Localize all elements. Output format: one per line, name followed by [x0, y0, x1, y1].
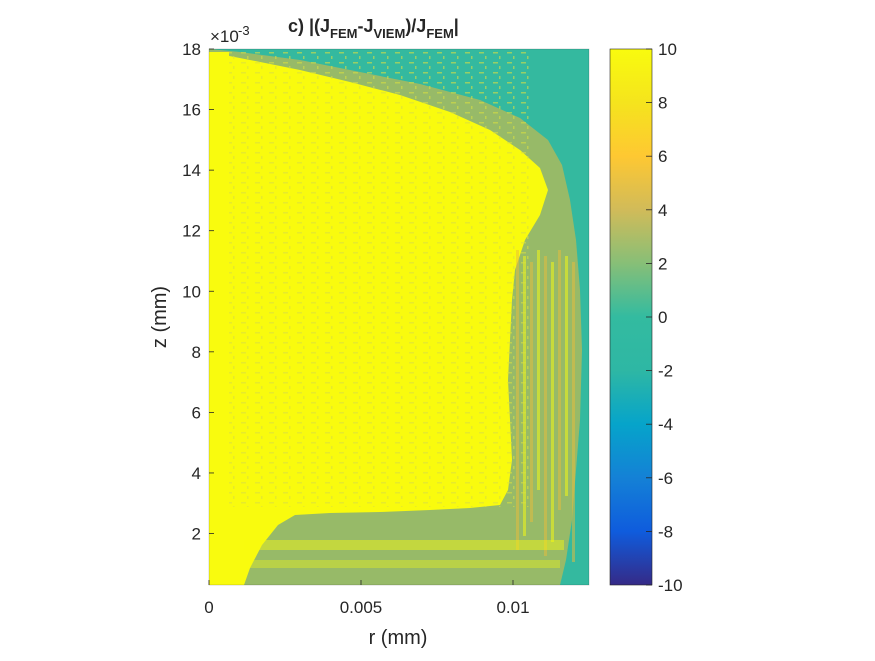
heatmap-field [209, 49, 589, 585]
y-tick-label: 18 [182, 40, 201, 59]
colorbar-tick-label: 0 [658, 308, 667, 327]
x-tick-label: 0.01 [496, 598, 529, 617]
heatmap-ripple [551, 262, 554, 542]
colorbar-tick-label: 6 [658, 147, 667, 166]
x-tick-label: 0.005 [340, 598, 383, 617]
heatmap-ripple [565, 256, 568, 496]
y-exponent-label: ×10 [210, 27, 239, 46]
colorbar-tick-label: 4 [658, 201, 667, 220]
y-axis-label: z (mm) [149, 286, 171, 348]
colorbar-tick-label: -6 [658, 469, 673, 488]
y-axis: 2 4 6 8 10 12 14 16 18 [182, 40, 214, 544]
y-tick-label: 16 [182, 101, 201, 120]
heatmap-lower-band [244, 540, 564, 550]
y-tick-label: 6 [192, 403, 201, 422]
colorbar-tick-label: 10 [658, 40, 677, 59]
y-tick-label: 8 [192, 343, 201, 362]
heatmap-ripple [544, 256, 547, 556]
colorbar-tick-label: 8 [658, 94, 667, 113]
heatmap-ripple [537, 250, 540, 490]
chart-title: c) |(JFEM-JVIEM)/JFEM| [288, 16, 459, 41]
heatmap-lower-band [250, 560, 560, 568]
colorbar-tick-label: -10 [658, 576, 683, 595]
colorbar-tick-label: -4 [658, 415, 673, 434]
heatmap-ripple [558, 250, 561, 510]
colorbar [609, 48, 653, 586]
y-tick-label: 14 [182, 161, 201, 180]
plot-frame [208, 48, 590, 586]
heatmap-left-strip [209, 52, 229, 585]
colorbar-tick-label: -8 [658, 522, 673, 541]
y-tick-label: 4 [192, 464, 201, 483]
y-tick-label: 10 [182, 282, 201, 301]
y-tick-label: 2 [192, 525, 201, 544]
x-axis: 0 0.005 0.01 [204, 580, 530, 617]
heatmap-texture [209, 52, 529, 507]
x-axis-label: r (mm) [369, 627, 428, 649]
x-tick-label: 0 [204, 598, 213, 617]
heatmap-ripple [530, 262, 533, 522]
y-tick-label: 12 [182, 222, 201, 241]
y-exponent-power: -3 [238, 23, 250, 38]
colorbar-ticks: 10 8 6 4 2 0 -2 -4 -6 -8 -10 [646, 40, 683, 595]
colorbar-tick-label: -2 [658, 362, 673, 381]
colorbar-tick-label: 2 [658, 254, 667, 273]
heatmap-ripple [572, 262, 575, 562]
